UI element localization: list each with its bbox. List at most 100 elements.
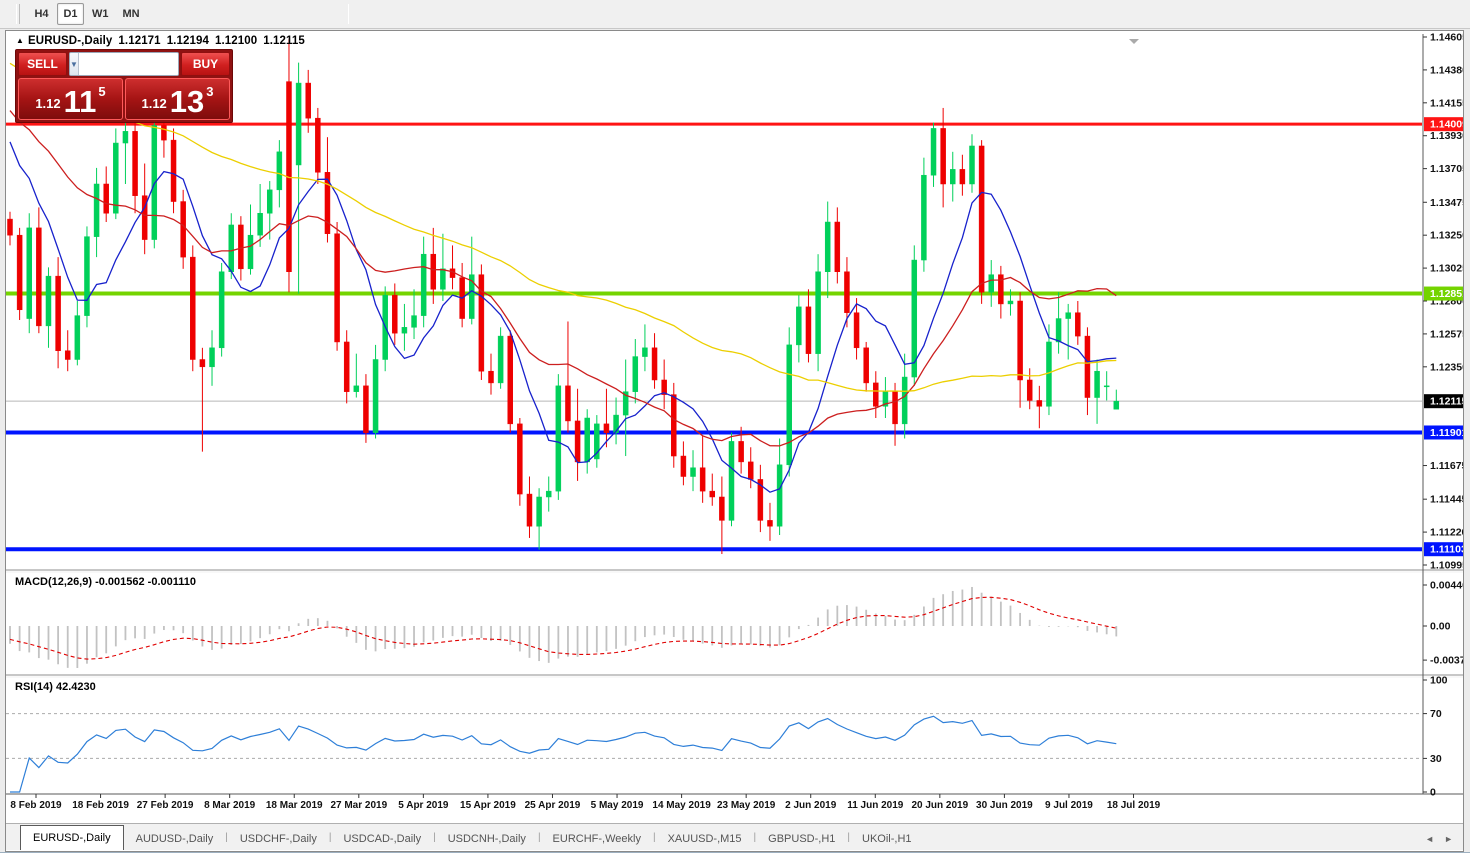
chart-symbol-label: EURUSD-,Daily [28, 35, 113, 47]
timeframe-buttons: H4 D1 W1 MN [28, 3, 148, 25]
tab-separator: | [847, 831, 851, 843]
macd-indicator-label: MACD(12,26,9) -0.001562 -0.001110 [15, 576, 197, 588]
svg-text:11 Jun 2019: 11 Jun 2019 [847, 800, 904, 811]
svg-text:23 May 2019: 23 May 2019 [717, 800, 776, 811]
svg-text:1.14155: 1.14155 [1430, 97, 1463, 109]
collapse-panel-icon[interactable]: ▲ [16, 36, 25, 45]
buy-price-pips: 13 [169, 83, 205, 119]
buy-price-fraction: 3 [206, 84, 214, 99]
svg-text:18 Feb 2019: 18 Feb 2019 [72, 800, 129, 811]
svg-text:1.14380: 1.14380 [1430, 64, 1463, 76]
svg-text:5 May 2019: 5 May 2019 [591, 800, 644, 811]
candlestick-series [7, 39, 1120, 555]
tab-scroll-left-icon[interactable]: ◄ [1425, 834, 1435, 844]
sell-button[interactable]: SELL [18, 52, 67, 76]
time-scale: 8 Feb 2019 18 Feb 2019 27 Feb 2019 8 Mar 20… [10, 794, 1161, 811]
chart-canvas[interactable]: 1.14605 1.14380 1.14155 1.13930 1.13705 1.134… [6, 32, 1470, 820]
one-click-trade-panel: SELL ▼ ▲ BUY 1.12 11 5 1.12 13 3 [15, 49, 233, 123]
svg-text:8 Mar 2019: 8 Mar 2019 [204, 800, 256, 811]
svg-text:-0.003715: -0.003715 [1430, 655, 1463, 667]
svg-text:1.13475: 1.13475 [1430, 197, 1463, 209]
sell-price-fraction: 5 [98, 84, 106, 99]
svg-text:1.13025: 1.13025 [1430, 263, 1463, 275]
svg-text:0.004465: 0.004465 [1430, 580, 1463, 592]
ohlc-close: 1.12115 [263, 35, 305, 47]
rsi-pane [6, 713, 1422, 793]
svg-text:1.14605: 1.14605 [1430, 32, 1463, 44]
symbol-tab-usdcnh[interactable]: USDCNH-,Daily [447, 833, 526, 845]
symbol-tab-eurusd[interactable]: EURUSD-,Daily [20, 825, 124, 850]
timeframe-button-d1[interactable]: D1 [57, 3, 84, 25]
svg-text:100: 100 [1430, 675, 1448, 687]
symbol-tab-gbpusd[interactable]: GBPUSD-,H1 [768, 833, 836, 845]
tab-scroll-right-icon[interactable]: ► [1444, 834, 1453, 844]
buy-price-button[interactable]: 1.12 13 3 [125, 78, 230, 120]
svg-text:1.12350: 1.12350 [1430, 361, 1463, 373]
svg-text:1.14009: 1.14009 [1430, 119, 1463, 131]
chart-title: ▲ EURUSD-,Daily 1.12171 1.12194 1.12100 1.121… [16, 35, 305, 47]
timeframe-button-w1[interactable]: W1 [92, 8, 109, 20]
svg-text:1.11103: 1.11103 [1430, 544, 1463, 556]
tab-separator: | [328, 831, 332, 843]
moving-average-lines [9, 62, 1117, 493]
svg-text:1.12575: 1.12575 [1430, 328, 1463, 340]
timeframe-toolbar: H4 D1 W1 MN [0, 0, 1470, 29]
svg-text:0: 0 [1430, 787, 1436, 799]
svg-text:1.12115: 1.12115 [1430, 396, 1463, 408]
svg-text:9 Jul 2019: 9 Jul 2019 [1045, 800, 1093, 811]
toolbar-grip[interactable] [16, 4, 20, 24]
main-price-pane [6, 39, 1422, 555]
symbol-tab-usdcad[interactable]: USDCAD-,Daily [343, 833, 422, 845]
ohlc-open: 1.12171 [118, 35, 161, 47]
macd-pane [9, 586, 1118, 669]
sell-price-button[interactable]: 1.12 11 5 [18, 78, 123, 120]
svg-text:2 Jun 2019: 2 Jun 2019 [785, 800, 837, 811]
svg-text:1.10995: 1.10995 [1430, 559, 1463, 571]
svg-text:25 Apr 2019: 25 Apr 2019 [525, 800, 581, 811]
svg-text:1.13250: 1.13250 [1430, 230, 1463, 242]
symbol-tab-usdchf[interactable]: USDCHF-,Daily [239, 833, 317, 845]
svg-text:1.13930: 1.13930 [1430, 130, 1463, 142]
tab-separator: | [652, 831, 656, 843]
symbol-tab-xauusd[interactable]: XAUUSD-,M15 [667, 833, 742, 845]
sell-price-base: 1.12 [35, 96, 61, 111]
svg-text:1.11445: 1.11445 [1430, 494, 1463, 506]
svg-text:0.00: 0.00 [1430, 621, 1451, 633]
ohlc-high: 1.12194 [166, 35, 209, 47]
tab-separator: | [433, 831, 436, 843]
price-scale: 1.14605 1.14380 1.14155 1.13930 1.13705 1.134… [1423, 32, 1468, 571]
svg-text:27 Feb 2019: 27 Feb 2019 [137, 800, 194, 811]
volume-decrease-icon[interactable]: ▼ [70, 53, 79, 75]
timeframe-button-h4[interactable]: H4 [34, 8, 49, 20]
timeframe-button-mn[interactable]: MN [122, 8, 140, 20]
volume-input[interactable] [78, 53, 178, 75]
toolbar-separator [347, 4, 349, 24]
svg-text:5 Apr 2019: 5 Apr 2019 [398, 800, 449, 811]
symbol-tab-audusd[interactable]: AUDUSD-,Daily [135, 833, 214, 845]
tab-separator: | [537, 831, 541, 843]
tab-scroll-nav: ◄ ► [1425, 834, 1463, 850]
symbol-tab-eurchf[interactable]: EURCHF-,Weekly [552, 833, 641, 845]
sell-price-pips: 11 [63, 83, 97, 119]
svg-text:18 Mar 2019: 18 Mar 2019 [266, 800, 323, 811]
chart-window: 1.14605 1.14380 1.14155 1.13930 1.13705 1.134… [5, 30, 1470, 852]
ohlc-low: 1.12100 [214, 35, 258, 47]
buy-price-base: 1.12 [141, 96, 167, 111]
svg-text:1.11675: 1.11675 [1430, 460, 1463, 472]
tab-separator: | [753, 831, 757, 843]
svg-text:1.11220: 1.11220 [1430, 527, 1463, 539]
buy-button[interactable]: BUY [181, 52, 230, 76]
volume-stepper: ▼ ▲ [69, 52, 179, 76]
svg-text:14 May 2019: 14 May 2019 [652, 800, 711, 811]
svg-text:27 Mar 2019: 27 Mar 2019 [330, 800, 387, 811]
svg-text:20 Jun 2019: 20 Jun 2019 [911, 800, 968, 811]
svg-text:15 Apr 2019: 15 Apr 2019 [460, 800, 516, 811]
rsi-indicator-label: RSI(14) 42.4230 [15, 681, 96, 693]
symbol-tab-ukoil[interactable]: UKOil-,H1 [862, 833, 912, 845]
svg-text:30: 30 [1430, 753, 1442, 765]
svg-text:8 Feb 2019: 8 Feb 2019 [10, 800, 62, 811]
tab-separator: | [225, 831, 228, 843]
chart-shift-marker-icon [1129, 39, 1139, 44]
